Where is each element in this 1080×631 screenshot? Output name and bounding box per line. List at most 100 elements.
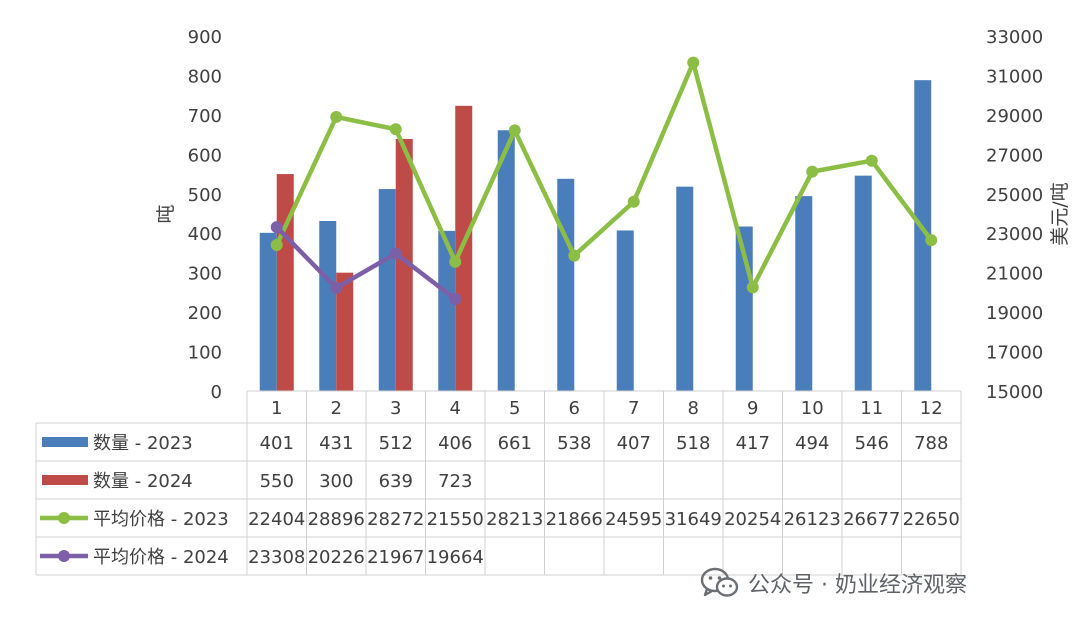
y-tick-label: 300 — [188, 264, 222, 285]
data-label: 23308 — [248, 547, 305, 568]
line-point — [687, 56, 700, 69]
series-name: 平均价格 - 2023 — [93, 509, 229, 530]
line-point — [568, 249, 581, 262]
x-tick-label: 3 — [390, 398, 401, 419]
series-name: 数量 - 2024 — [93, 471, 193, 492]
bar — [276, 174, 294, 391]
x-tick-label: 6 — [569, 398, 580, 419]
bar — [616, 230, 634, 391]
x-tick-label: 10 — [801, 398, 824, 419]
y-tick-label: 600 — [188, 145, 222, 166]
line-point — [746, 281, 759, 294]
bar — [336, 272, 354, 391]
legend-key-marker — [58, 550, 70, 562]
x-tick-label: 5 — [509, 398, 520, 419]
bar — [395, 138, 413, 391]
data-label: 788 — [914, 433, 948, 454]
y2-tick-label: 29000 — [986, 106, 1043, 127]
bar — [557, 178, 575, 391]
y2-tick-label: 31000 — [986, 66, 1043, 87]
y-tick-label: 800 — [188, 66, 222, 87]
line-point — [865, 154, 878, 167]
x-tick-label: 7 — [628, 398, 639, 419]
data-label: 19664 — [427, 547, 484, 568]
x-tick-label: 11 — [860, 398, 883, 419]
y2-tick-label: 15000 — [986, 382, 1043, 403]
data-label: 31649 — [665, 509, 722, 530]
y-tick-label: 100 — [188, 343, 222, 364]
watermark: 公众号 · 奶业经济观察 — [700, 567, 967, 599]
y2-tick-label: 23000 — [986, 224, 1043, 245]
line-point — [389, 247, 402, 260]
data-label: 401 — [260, 433, 294, 454]
data-label: 21866 — [546, 509, 603, 530]
series-name: 数量 - 2023 — [93, 433, 193, 454]
bar — [795, 196, 813, 391]
line-point — [389, 123, 402, 136]
bar — [676, 186, 694, 391]
line-point — [270, 238, 283, 251]
legend-key-marker — [58, 512, 70, 524]
y-tick-label: 500 — [188, 185, 222, 206]
watermark-text: 公众号 · 奶业经济观察 — [748, 573, 967, 598]
line-point — [330, 110, 343, 123]
line-point — [925, 234, 938, 247]
y-axis-title: 吨 — [155, 204, 177, 223]
line-point — [627, 195, 640, 208]
bar — [438, 230, 456, 391]
data-label: 21967 — [367, 547, 424, 568]
data-label: 494 — [795, 433, 829, 454]
data-label: 407 — [617, 433, 651, 454]
data-label: 518 — [676, 433, 710, 454]
data-label: 723 — [438, 471, 472, 492]
legend-key — [42, 437, 88, 447]
y2-tick-label: 19000 — [986, 303, 1043, 324]
data-label: 300 — [319, 471, 353, 492]
data-label: 26123 — [784, 509, 841, 530]
data-label: 417 — [736, 433, 770, 454]
y2-tick-label: 17000 — [986, 343, 1043, 364]
y2-tick-label: 33000 — [986, 27, 1043, 48]
data-label: 20226 — [308, 547, 365, 568]
data-label: 28272 — [367, 509, 424, 530]
data-label: 546 — [855, 433, 889, 454]
y2-tick-label: 21000 — [986, 264, 1043, 285]
data-label: 21550 — [427, 509, 484, 530]
line-point — [449, 255, 462, 268]
y-tick-label: 700 — [188, 106, 222, 127]
data-label: 661 — [498, 433, 532, 454]
y2-axis-title: 美元/吨 — [1049, 182, 1071, 245]
series-line — [275, 225, 457, 301]
legend-key — [42, 475, 88, 485]
series-line — [274, 60, 934, 290]
data-label: 512 — [379, 433, 413, 454]
y-tick-label: 900 — [188, 27, 222, 48]
data-label: 538 — [557, 433, 591, 454]
bar — [319, 220, 337, 391]
x-tick-label: 1 — [271, 398, 282, 419]
bar — [259, 232, 277, 391]
wechat-icon — [700, 567, 739, 597]
y2-tick-label: 25000 — [986, 185, 1043, 206]
data-label: 22650 — [903, 509, 960, 530]
bar — [378, 189, 396, 391]
data-label: 26677 — [843, 509, 900, 530]
data-label: 550 — [260, 471, 294, 492]
line-point — [449, 293, 462, 306]
line-point — [508, 124, 521, 137]
data-label: 431 — [319, 433, 353, 454]
x-tick-label: 8 — [688, 398, 699, 419]
data-label: 406 — [438, 433, 472, 454]
data-label: 28213 — [486, 509, 543, 530]
y2-tick-label: 27000 — [986, 145, 1043, 166]
y-tick-label: 400 — [188, 224, 222, 245]
line-point — [330, 281, 343, 294]
x-tick-label: 9 — [747, 398, 758, 419]
data-label: 28896 — [308, 509, 365, 530]
x-tick-label: 12 — [920, 398, 943, 419]
bar — [914, 80, 932, 391]
line-point — [806, 165, 819, 178]
data-label: 24595 — [605, 509, 662, 530]
x-tick-label: 2 — [331, 398, 342, 419]
